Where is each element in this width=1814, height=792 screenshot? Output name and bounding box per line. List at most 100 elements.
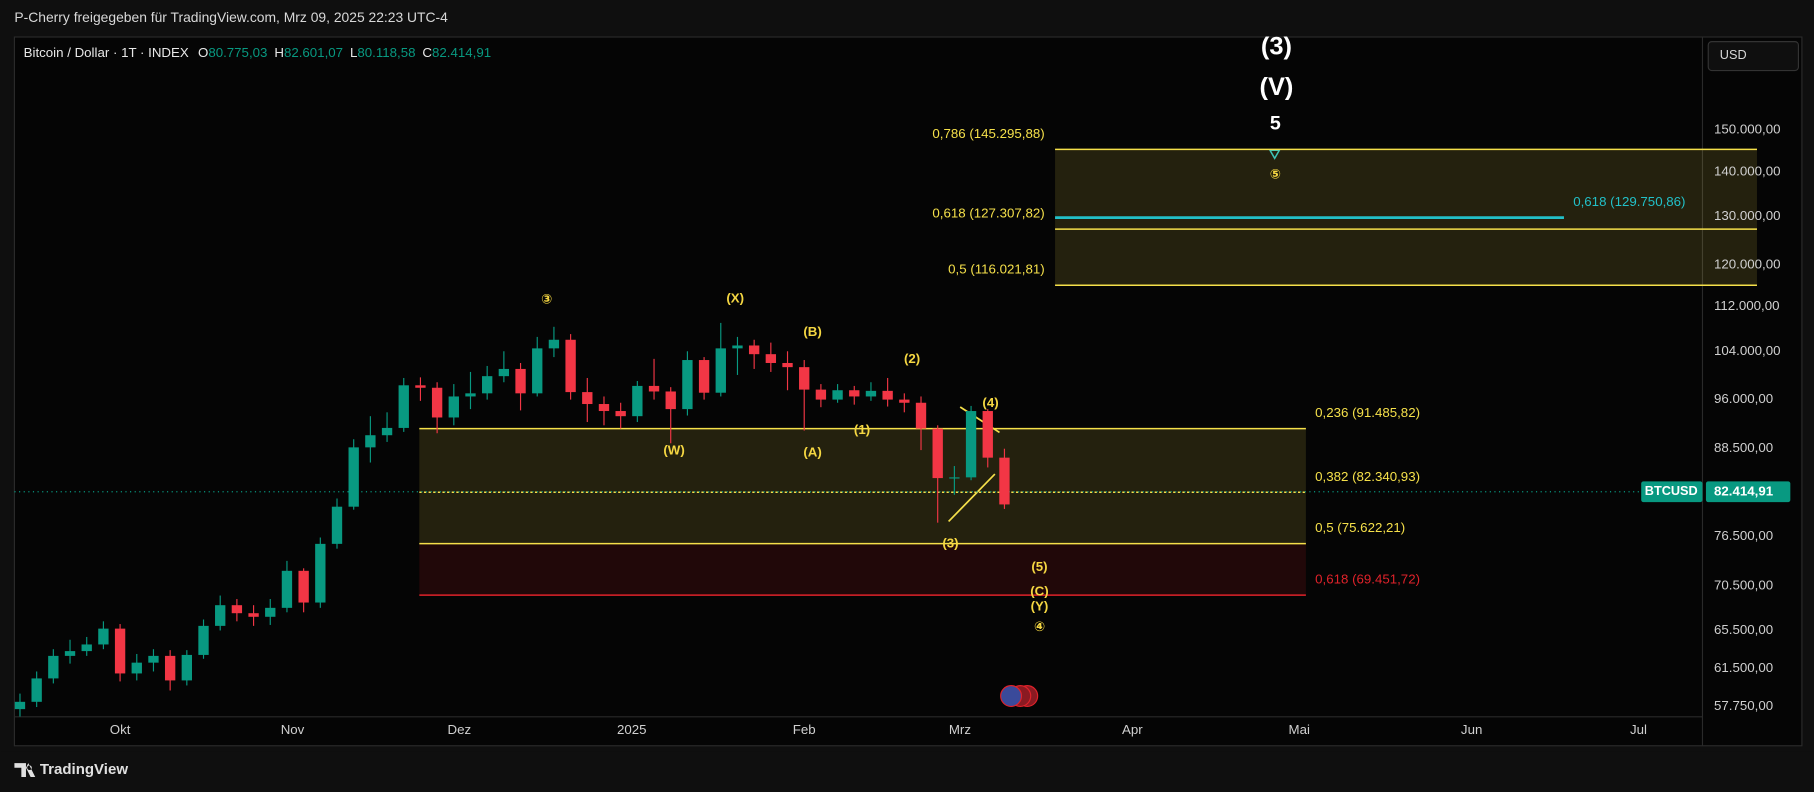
- fib-fill: [419, 543, 1306, 596]
- candle-body: [14, 701, 26, 710]
- event-bubble[interactable]: [1000, 685, 1023, 708]
- symbol-header: Bitcoin / Dollar · 1T · INDEX O80.775,03 H…: [24, 45, 491, 60]
- ohlc-value: 82.601,07: [284, 45, 343, 60]
- symbol-title: Bitcoin / Dollar · 1T · INDEX: [24, 45, 189, 60]
- candle-body: [482, 376, 493, 394]
- wave-label: (5): [1031, 559, 1047, 574]
- candle-body: [465, 393, 476, 397]
- candle-body: [915, 402, 927, 429]
- candle-body: [298, 570, 309, 603]
- y-tick-label: 120.000,00: [1714, 256, 1780, 271]
- last-price-tag: [1705, 481, 1791, 503]
- candle-body: [331, 506, 343, 544]
- ohlc-value: 80.775,03: [208, 45, 267, 60]
- candle-body: [81, 644, 92, 652]
- y-tick-label: 96.000,00: [1714, 391, 1773, 406]
- x-tick-label: Jun: [1461, 722, 1482, 737]
- fib-fill: [419, 492, 1306, 544]
- y-tick-label: 104.000,00: [1714, 343, 1780, 358]
- candle-body: [315, 543, 326, 603]
- candle-body: [965, 411, 977, 478]
- x-tick-label: Mrz: [949, 722, 971, 737]
- wave-label: (C): [1030, 584, 1048, 599]
- y-tick-label: 130.000,00: [1714, 208, 1780, 223]
- candle-body: [248, 613, 259, 617]
- events-icon[interactable]: [1000, 685, 1039, 708]
- candle-body: [265, 607, 276, 617]
- candle-body: [698, 360, 710, 393]
- currency-label[interactable]: USD: [1720, 47, 1747, 62]
- ohlc-value: 82.414,91: [432, 45, 491, 60]
- candle-body: [648, 385, 660, 392]
- wave-label: ④: [1034, 619, 1045, 634]
- candle-body: [281, 570, 293, 608]
- currency-button[interactable]: [1707, 41, 1800, 72]
- wave-label: ③: [541, 292, 552, 307]
- fib-line-label: 0,618 (129.750,86): [1573, 194, 1685, 209]
- candle-body: [532, 348, 543, 394]
- wave-label: (V): [1259, 73, 1293, 101]
- candle-body: [498, 368, 510, 377]
- candle-body: [148, 655, 159, 663]
- candle-body: [865, 390, 877, 397]
- y-tick-label: 70.500,00: [1714, 578, 1773, 593]
- candle-body: [431, 387, 443, 418]
- candle-body: [415, 385, 426, 388]
- x-tick-label: 2025: [617, 722, 647, 737]
- candle-body: [782, 362, 793, 368]
- candle-body: [515, 368, 526, 394]
- candle-body: [365, 435, 376, 448]
- brand: TradingView: [40, 761, 128, 778]
- candle-body: [949, 477, 960, 479]
- candle-body: [381, 427, 393, 436]
- fib-label: 0,618 (69.451,72): [1315, 572, 1420, 587]
- y-tick-label: 150.000,00: [1714, 122, 1780, 137]
- fib-label: 0,382 (82.340,93): [1315, 469, 1420, 484]
- y-tick-label: 57.750,00: [1714, 698, 1773, 713]
- candle-body: [598, 404, 610, 412]
- candle-body: [48, 655, 59, 679]
- wave-label: (Y): [1031, 598, 1049, 613]
- candle-body: [765, 354, 777, 363]
- candle-body: [982, 411, 993, 458]
- fib-label: 0,5 (75.622,21): [1315, 520, 1405, 535]
- candle-body: [114, 628, 126, 674]
- symbol-tag-label: BTCUSD: [1645, 483, 1698, 498]
- publisher: P-Cherry freigegeben für TradingView.com…: [14, 9, 448, 25]
- y-tick-label: 140.000,00: [1714, 163, 1780, 178]
- candle-body: [548, 339, 560, 349]
- candle-body: [849, 390, 860, 397]
- ohlc-value: 80.118,58: [357, 45, 415, 60]
- candle-body: [715, 348, 726, 393]
- candles: [14, 322, 1010, 717]
- x-tick-label: Dez: [448, 722, 472, 737]
- fib-fill: [419, 428, 1306, 493]
- candle-body: [164, 655, 176, 681]
- wave-label: (3): [1261, 33, 1292, 61]
- candle-body: [665, 391, 676, 410]
- fib-label: 0,5 (116.021,81): [948, 262, 1044, 277]
- x-tick-label: Feb: [793, 722, 816, 737]
- wave-label: ⑤: [1270, 167, 1281, 182]
- symbol-tag: [1641, 481, 1703, 503]
- candle-body: [98, 628, 109, 645]
- fib-fill: [1055, 149, 1757, 230]
- wave-label: (X): [726, 291, 744, 306]
- wave-label: (A): [803, 444, 821, 459]
- wave-label: (1): [854, 422, 870, 437]
- fib-fill: [1055, 229, 1757, 286]
- wave-label: 5: [1270, 113, 1281, 135]
- candle-body: [448, 396, 459, 418]
- candle-body: [899, 399, 910, 403]
- fib-zones: 0,236 (91.485,82) 0,382 (82.340,93) 0,5 (7…: [419, 126, 1757, 596]
- y-tick-label: 61.500,00: [1714, 660, 1773, 675]
- candle-body: [31, 678, 42, 702]
- candle-body: [832, 390, 843, 400]
- wave-label: (3): [942, 535, 958, 550]
- fib-label: 0,618 (127.307,82): [932, 206, 1044, 221]
- fib-label: 0,786 (145.295,88): [932, 126, 1044, 141]
- candle-body: [215, 605, 226, 626]
- candle-body: [348, 447, 359, 507]
- ohlc-key: C: [422, 45, 432, 60]
